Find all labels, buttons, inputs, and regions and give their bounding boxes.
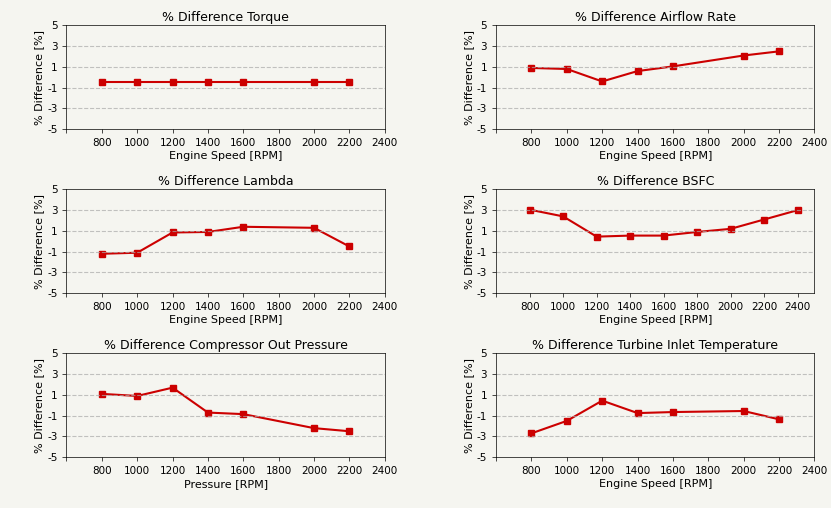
Y-axis label: % Difference [%]: % Difference [%]: [464, 30, 474, 125]
X-axis label: Engine Speed [RPM]: Engine Speed [RPM]: [169, 151, 283, 161]
Y-axis label: % Difference [%]: % Difference [%]: [34, 30, 44, 125]
Y-axis label: % Difference [%]: % Difference [%]: [34, 358, 44, 453]
Y-axis label: % Difference [%]: % Difference [%]: [34, 194, 44, 289]
Title: % Difference Lambda: % Difference Lambda: [158, 175, 293, 188]
Title: % Difference Airflow Rate: % Difference Airflow Rate: [575, 11, 735, 24]
X-axis label: Engine Speed [RPM]: Engine Speed [RPM]: [598, 151, 712, 161]
Title: % Difference Turbine Inlet Temperature: % Difference Turbine Inlet Temperature: [532, 339, 779, 352]
Title: % Difference BSFC: % Difference BSFC: [597, 175, 714, 188]
Title: % Difference Torque: % Difference Torque: [162, 11, 289, 24]
X-axis label: Engine Speed [RPM]: Engine Speed [RPM]: [598, 479, 712, 489]
Y-axis label: % Difference [%]: % Difference [%]: [464, 358, 474, 453]
X-axis label: Engine Speed [RPM]: Engine Speed [RPM]: [598, 315, 712, 325]
Y-axis label: % Difference [%]: % Difference [%]: [464, 194, 474, 289]
Title: % Difference Compressor Out Pressure: % Difference Compressor Out Pressure: [104, 339, 347, 352]
X-axis label: Engine Speed [RPM]: Engine Speed [RPM]: [169, 315, 283, 325]
X-axis label: Pressure [RPM]: Pressure [RPM]: [184, 479, 268, 489]
